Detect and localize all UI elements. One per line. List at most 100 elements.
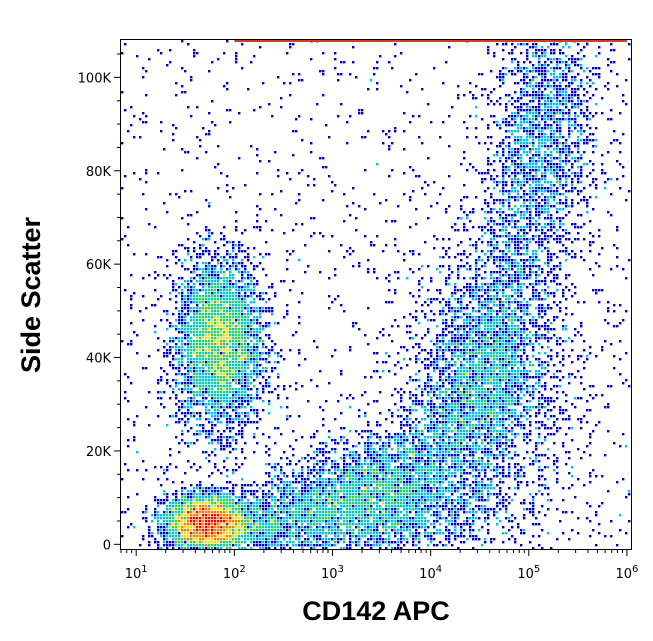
density-dot [613, 367, 616, 370]
density-dot [457, 385, 460, 388]
density-dot [250, 274, 253, 277]
density-dot [184, 325, 187, 328]
density-dot [514, 142, 517, 145]
density-dot [469, 322, 472, 325]
density-dot [523, 196, 526, 199]
density-dot [502, 331, 505, 334]
density-dot [223, 301, 226, 304]
density-dot [220, 328, 223, 331]
density-dot [292, 250, 295, 253]
density-dot [490, 211, 493, 214]
density-dot [511, 346, 514, 349]
density-dot [214, 400, 217, 403]
density-dot [505, 313, 508, 316]
density-dot [517, 286, 520, 289]
density-dot [589, 112, 592, 115]
density-dot [364, 376, 367, 379]
density-dot [331, 181, 334, 184]
density-dot [202, 373, 205, 376]
density-dot [523, 214, 526, 217]
density-dot [571, 181, 574, 184]
density-dot [532, 166, 535, 169]
density-dot [298, 73, 301, 76]
density-dot [517, 157, 520, 160]
density-dot [469, 163, 472, 166]
density-dot [490, 250, 493, 253]
density-dot [166, 352, 169, 355]
density-dot [457, 355, 460, 358]
density-dot [202, 340, 205, 343]
density-dot [550, 142, 553, 145]
density-dot [223, 265, 226, 268]
density-dot [502, 274, 505, 277]
density-dot [508, 193, 511, 196]
density-dot [577, 148, 580, 151]
density-dot [430, 391, 433, 394]
density-dot [523, 298, 526, 301]
density-dot [511, 397, 514, 400]
density-dot [217, 163, 220, 166]
density-dot [175, 346, 178, 349]
density-dot [421, 187, 424, 190]
density-dot [502, 259, 505, 262]
density-dot [226, 310, 229, 313]
density-dot [511, 319, 514, 322]
density-dot [469, 331, 472, 334]
density-dot [580, 124, 583, 127]
density-dot [217, 325, 220, 328]
density-dot [517, 67, 520, 70]
density-dot [463, 343, 466, 346]
density-dot [223, 286, 226, 289]
density-dot [544, 223, 547, 226]
density-dot [604, 340, 607, 343]
density-dot [559, 58, 562, 61]
density-dot [253, 397, 256, 400]
density-dot [232, 394, 235, 397]
density-dot [460, 334, 463, 337]
density-dot [400, 397, 403, 400]
density-dot [526, 304, 529, 307]
density-dot [505, 379, 508, 382]
density-dot [541, 136, 544, 139]
density-dot [568, 373, 571, 376]
density-dot [508, 373, 511, 376]
density-dot [547, 85, 550, 88]
density-dot [565, 154, 568, 157]
density-dot [301, 292, 304, 295]
density-dot [523, 373, 526, 376]
density-dot [484, 226, 487, 229]
density-dot [559, 163, 562, 166]
density-dot [562, 148, 565, 151]
density-dot [190, 115, 193, 118]
density-dot [502, 73, 505, 76]
density-dot [556, 265, 559, 268]
density-dot [466, 394, 469, 397]
density-dot [556, 148, 559, 151]
density-dot [625, 352, 628, 355]
density-dot [223, 292, 226, 295]
density-dot [202, 328, 205, 331]
density-dot [583, 199, 586, 202]
density-dot [223, 388, 226, 391]
density-dot [508, 364, 511, 367]
density-dot [460, 307, 463, 310]
density-dot [199, 355, 202, 358]
density-dot [565, 250, 568, 253]
density-dot [478, 367, 481, 370]
density-dot [499, 298, 502, 301]
density-dot [196, 274, 199, 277]
density-dot [532, 292, 535, 295]
density-dot [220, 358, 223, 361]
density-dot [211, 376, 214, 379]
density-dot [559, 268, 562, 271]
density-dot [478, 298, 481, 301]
density-dot [487, 211, 490, 214]
density-dot [451, 295, 454, 298]
density-dot [196, 52, 199, 55]
density-dot [172, 340, 175, 343]
density-dot [178, 367, 181, 370]
density-dot [457, 229, 460, 232]
density-dot [481, 376, 484, 379]
density-dot [505, 214, 508, 217]
density-dot [142, 367, 145, 370]
